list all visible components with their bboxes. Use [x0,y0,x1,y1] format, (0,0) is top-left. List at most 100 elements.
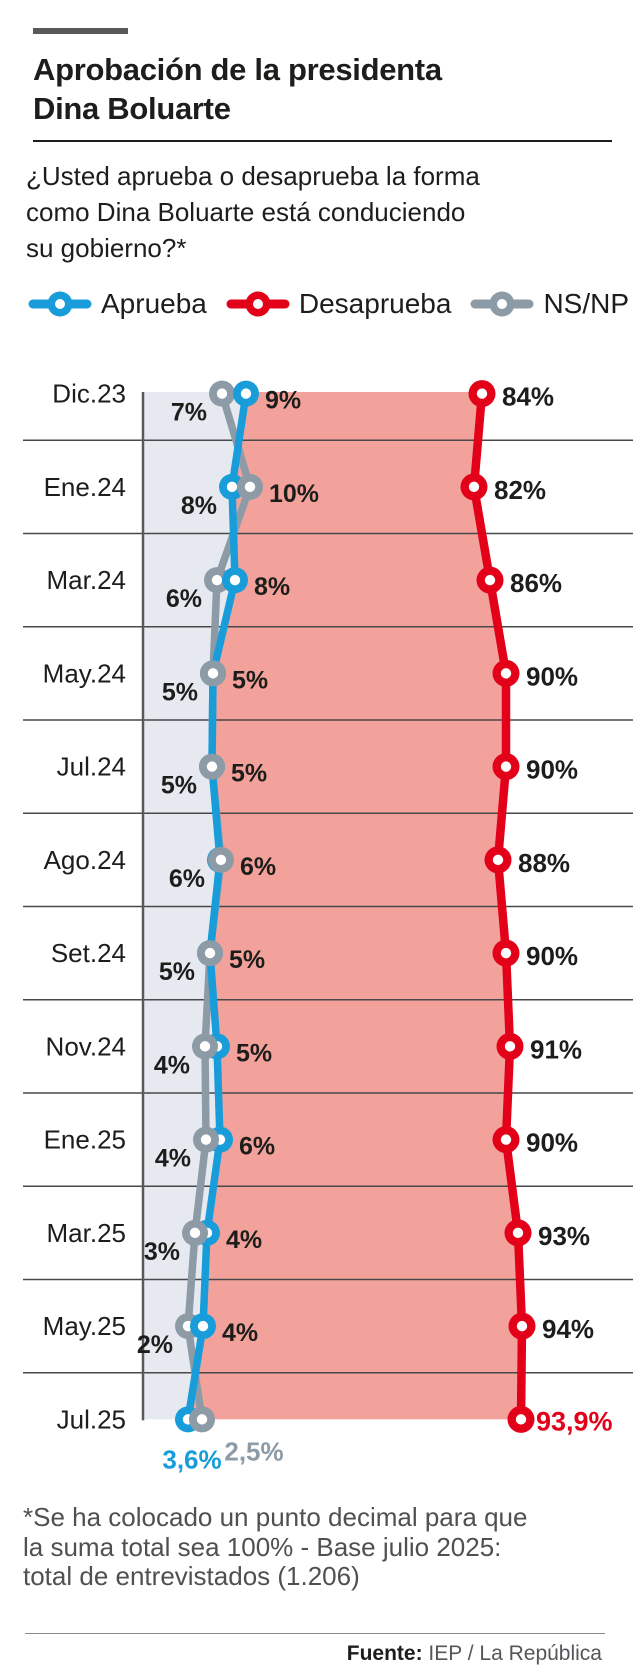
nsnp-value-label: 2% [137,1331,173,1359]
desaprueba-marker-hole [515,1414,527,1425]
nsnp-value-label: 5% [159,958,195,986]
source-prefix: Fuente: [346,1642,423,1665]
aprueba-value-label: 8% [254,573,290,601]
desaprueba-value-label: 84% [502,382,554,412]
aprueba-value-label: 5% [232,666,268,694]
nsnp-value-label: 6% [166,585,202,613]
category-label: Mar.24 [47,565,127,595]
chart-legend: Aprueba Desaprueba NS/NP [28,288,640,320]
desaprueba-value-label: 90% [526,1128,578,1158]
nsnp-value-label: 2,5% [224,1436,283,1466]
aprueba-value-label: 10% [269,480,319,508]
nsnp-marker-hole [216,388,228,399]
category-label: Jul.25 [57,1404,126,1434]
nsnp-value-label: 8% [181,492,217,520]
category-label: Nov.24 [46,1031,126,1061]
aprueba-value-label: 4% [222,1319,258,1347]
nsnp-marker-hole [206,761,218,772]
aprueba-marker-hole [229,574,241,586]
category-label: Jul.24 [57,752,126,782]
nsnp-marker-hole [196,1414,208,1425]
aprueba-value-label: 5% [236,1039,272,1067]
aprueba-line-marker-icon [28,291,92,317]
nsnp-value-label: 5% [162,678,198,706]
legend-item-nsnp: NS/NP [470,288,629,320]
nsnp-value-label: 4% [155,1145,191,1173]
nsnp-marker-hole [207,668,219,679]
category-label: Ago.24 [44,845,126,875]
aprueba-value-label: 9% [265,387,301,415]
desaprueba-marker-hole [492,854,504,866]
legend-label-nsnp: NS/NP [543,288,630,319]
source-line: Fuente: IEP / La República [347,1642,602,1666]
aprueba-marker-hole [197,1320,209,1332]
nsnp-marker-hole [200,1134,212,1145]
page-title-line1: Aprobación de la presidenta [33,52,442,87]
desaprueba-marker-hole [500,947,512,959]
page-title-line2: Dina Boluarte [33,91,231,126]
nsnp-marker-hole [199,1041,211,1052]
footnote: *Se ha colocado un punto decimal para qu… [23,1502,528,1591]
aprueba-value-label: 6% [239,1133,275,1161]
nsnp-value-label: 5% [161,772,197,800]
desaprueba-marker-hole [484,574,496,586]
desaprueba-value-label: 86% [510,568,562,598]
title-divider [33,140,612,142]
page-title: Aprobación de la presidenta Dina Boluarte [33,50,613,128]
desaprueba-value-label: 88% [518,848,570,878]
nsnp-line-marker-icon [470,291,534,317]
nsnp-value-label: 3% [144,1238,180,1266]
desaprueba-value-label: 90% [526,661,578,691]
desaprueba-marker-hole [516,1320,528,1332]
nsnp-marker-hole [189,1227,201,1239]
desaprueba-line-marker-icon [226,291,290,317]
category-label: Set.24 [51,938,126,968]
legend-label-desaprueba: Desaprueba [298,288,452,319]
legend-item-aprueba: Aprueba [28,288,207,320]
source-text: IEP / La República [422,1642,602,1665]
desaprueba-value-label: 90% [526,755,578,785]
category-label: May.24 [43,658,126,688]
desaprueba-marker-hole [468,481,480,493]
category-label: Dic.23 [52,379,126,409]
desaprueba-region-fill [188,392,522,1420]
nsnp-value-label: 4% [154,1051,190,1079]
category-label: Ene.24 [44,472,126,502]
approval-trend-chart: Dic.23 7% 9% 84% Ene.24 8% 10% 82% Mar.24 6% 8% 86%… [23,379,633,1474]
aprueba-marker-hole [226,481,238,493]
desaprueba-marker-hole [500,668,512,679]
aprueba-marker-hole [240,388,252,399]
desaprueba-marker-hole [504,1041,516,1052]
desaprueba-line [469,393,527,1420]
nsnp-marker-hole [244,481,256,493]
desaprueba-value-label: 82% [494,475,546,505]
aprueba-value-label: 6% [240,853,276,881]
nsnp-value-label: 6% [169,865,205,893]
desaprueba-marker-hole [500,761,512,772]
desaprueba-value-label: 91% [530,1034,582,1064]
kicker-bar [33,28,128,34]
aprueba-value-label: 5% [229,946,265,974]
nsnp-marker-hole [204,947,216,959]
nsnp-marker-hole [215,854,227,866]
desaprueba-value-label: 90% [526,941,578,971]
nsnp-marker-hole [211,574,223,586]
desaprueba-value-label: 93% [538,1221,590,1251]
category-label: Ene.25 [44,1125,126,1155]
desaprueba-marker-hole [476,388,488,399]
aprueba-region-fill [143,392,246,1420]
category-label: May.25 [43,1311,126,1341]
legend-label-aprueba: Aprueba [101,288,207,319]
desaprueba-marker-hole [512,1227,524,1239]
desaprueba-marker-hole [500,1134,512,1145]
aprueba-value-label: 5% [231,760,267,788]
aprueba-line [184,393,250,1420]
aprueba-value-label: 4% [226,1226,262,1254]
nsnp-value-label: 7% [171,399,207,427]
source-divider [25,1633,605,1634]
desaprueba-value-label: 94% [542,1314,594,1344]
category-label: Mar.25 [47,1218,127,1248]
aprueba-value-label: 3,6% [162,1444,221,1474]
legend-item-desaprueba: Desaprueba [226,288,452,320]
